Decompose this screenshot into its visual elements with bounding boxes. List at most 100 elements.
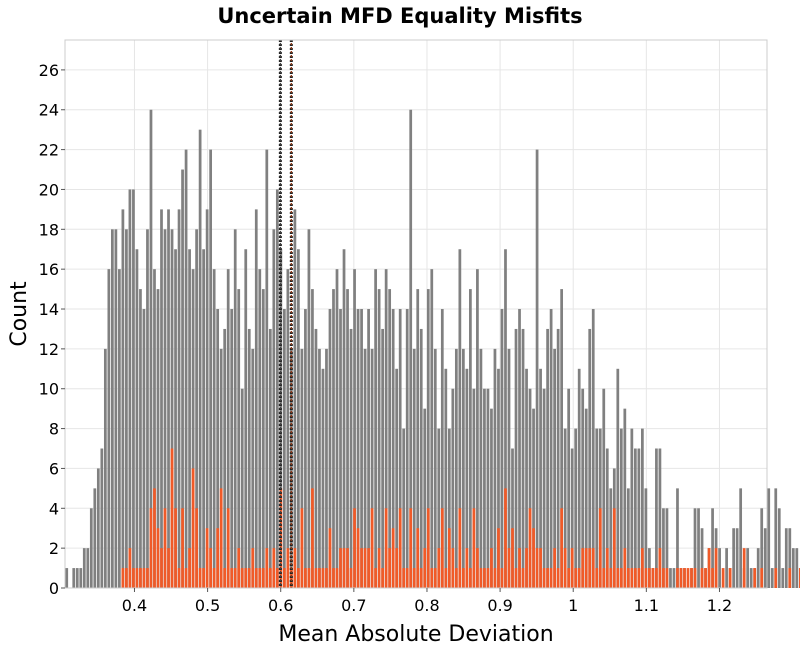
bar-all (405, 309, 409, 588)
bar-subset (637, 568, 641, 588)
bar-all (153, 269, 156, 588)
bar-subset (128, 548, 132, 588)
bar-all (237, 289, 241, 588)
bar-subset (469, 568, 472, 588)
bar-all (391, 309, 395, 588)
bar-all (146, 229, 149, 589)
bar-subset (683, 568, 686, 588)
bar-all (367, 309, 370, 588)
bar-all (409, 109, 413, 588)
bar-all (110, 229, 114, 589)
bar-subset (419, 568, 423, 588)
bar-all (763, 528, 767, 588)
bar-subset (254, 568, 258, 588)
bar-all (454, 348, 458, 588)
bar-subset (384, 508, 388, 588)
bar-all (314, 328, 318, 588)
bar-subset (170, 448, 174, 588)
bar-all (100, 448, 104, 588)
bar-all (265, 149, 269, 588)
bar-subset (304, 568, 307, 588)
bar-subset (753, 568, 757, 588)
bar-subset (247, 568, 251, 588)
bar-subset (181, 508, 184, 588)
bar-all (507, 348, 511, 588)
bar-all (626, 488, 630, 588)
bar-all (500, 309, 504, 588)
bar-all (676, 488, 679, 588)
bar-subset (370, 508, 374, 588)
bar-all (293, 209, 297, 588)
bar-subset (655, 568, 658, 588)
bar-all (318, 348, 321, 588)
bar-subset (760, 568, 764, 588)
bar-all (363, 348, 367, 588)
bar-subset (195, 508, 198, 588)
bar-subset (651, 568, 655, 588)
bar-all (672, 568, 676, 588)
bar-subset (240, 568, 244, 588)
y-tick-label: 12 (39, 340, 59, 359)
bar-all (584, 408, 588, 588)
bar-subset (570, 548, 574, 588)
bar-all (749, 568, 753, 588)
bar-subset (398, 508, 402, 588)
x-tick-label: 0.7 (341, 596, 366, 615)
bar-all (735, 528, 739, 588)
bar-subset (184, 568, 188, 588)
bar-all (490, 408, 493, 588)
bar-subset (444, 568, 448, 588)
bar-all (286, 269, 290, 588)
y-tick-label: 20 (39, 180, 59, 199)
bar-subset (648, 568, 651, 588)
bar-subset (577, 568, 581, 588)
bar-subset (690, 568, 693, 588)
bar-all (581, 388, 585, 588)
bar-subset (500, 568, 504, 588)
bar-all (553, 348, 556, 588)
bar-subset (612, 508, 616, 588)
bar-subset (546, 568, 549, 588)
bar-all (75, 568, 79, 588)
bar-all (423, 408, 427, 588)
bar-all (79, 568, 83, 588)
bar-subset (528, 508, 532, 588)
bar-all (539, 368, 542, 588)
bar-all (275, 189, 279, 589)
bar-all (465, 368, 469, 588)
bar-subset (521, 568, 525, 588)
bar-subset (563, 548, 567, 588)
bar-subset (388, 548, 392, 588)
bar-all (184, 149, 188, 588)
bar-subset (553, 548, 556, 588)
bar-subset (275, 568, 279, 588)
bar-subset (665, 568, 669, 588)
bar-all (556, 328, 560, 588)
bar-all (440, 309, 444, 588)
bar-subset (132, 568, 135, 588)
bar-all (332, 289, 335, 588)
bar-subset (146, 568, 149, 588)
bar-all (139, 289, 142, 588)
bar-subset (363, 548, 367, 588)
bar-all (388, 289, 392, 588)
bar-subset (532, 528, 535, 588)
bar-subset (121, 568, 125, 588)
bar-all (156, 289, 160, 588)
bar-all (93, 488, 97, 588)
bar-subset (342, 548, 346, 588)
bar-all (307, 229, 311, 589)
bar-all (254, 209, 258, 588)
bar-subset (272, 548, 276, 588)
bar-subset (518, 548, 521, 588)
bar-all (525, 368, 528, 588)
bar-subset (549, 568, 553, 588)
bar-subset (662, 568, 665, 588)
x-tick-label: 0.8 (414, 596, 439, 615)
bar-subset (160, 548, 163, 588)
bar-subset (584, 548, 588, 588)
bar-subset (290, 568, 293, 588)
bar-all (65, 568, 69, 588)
bar-all (191, 269, 195, 588)
